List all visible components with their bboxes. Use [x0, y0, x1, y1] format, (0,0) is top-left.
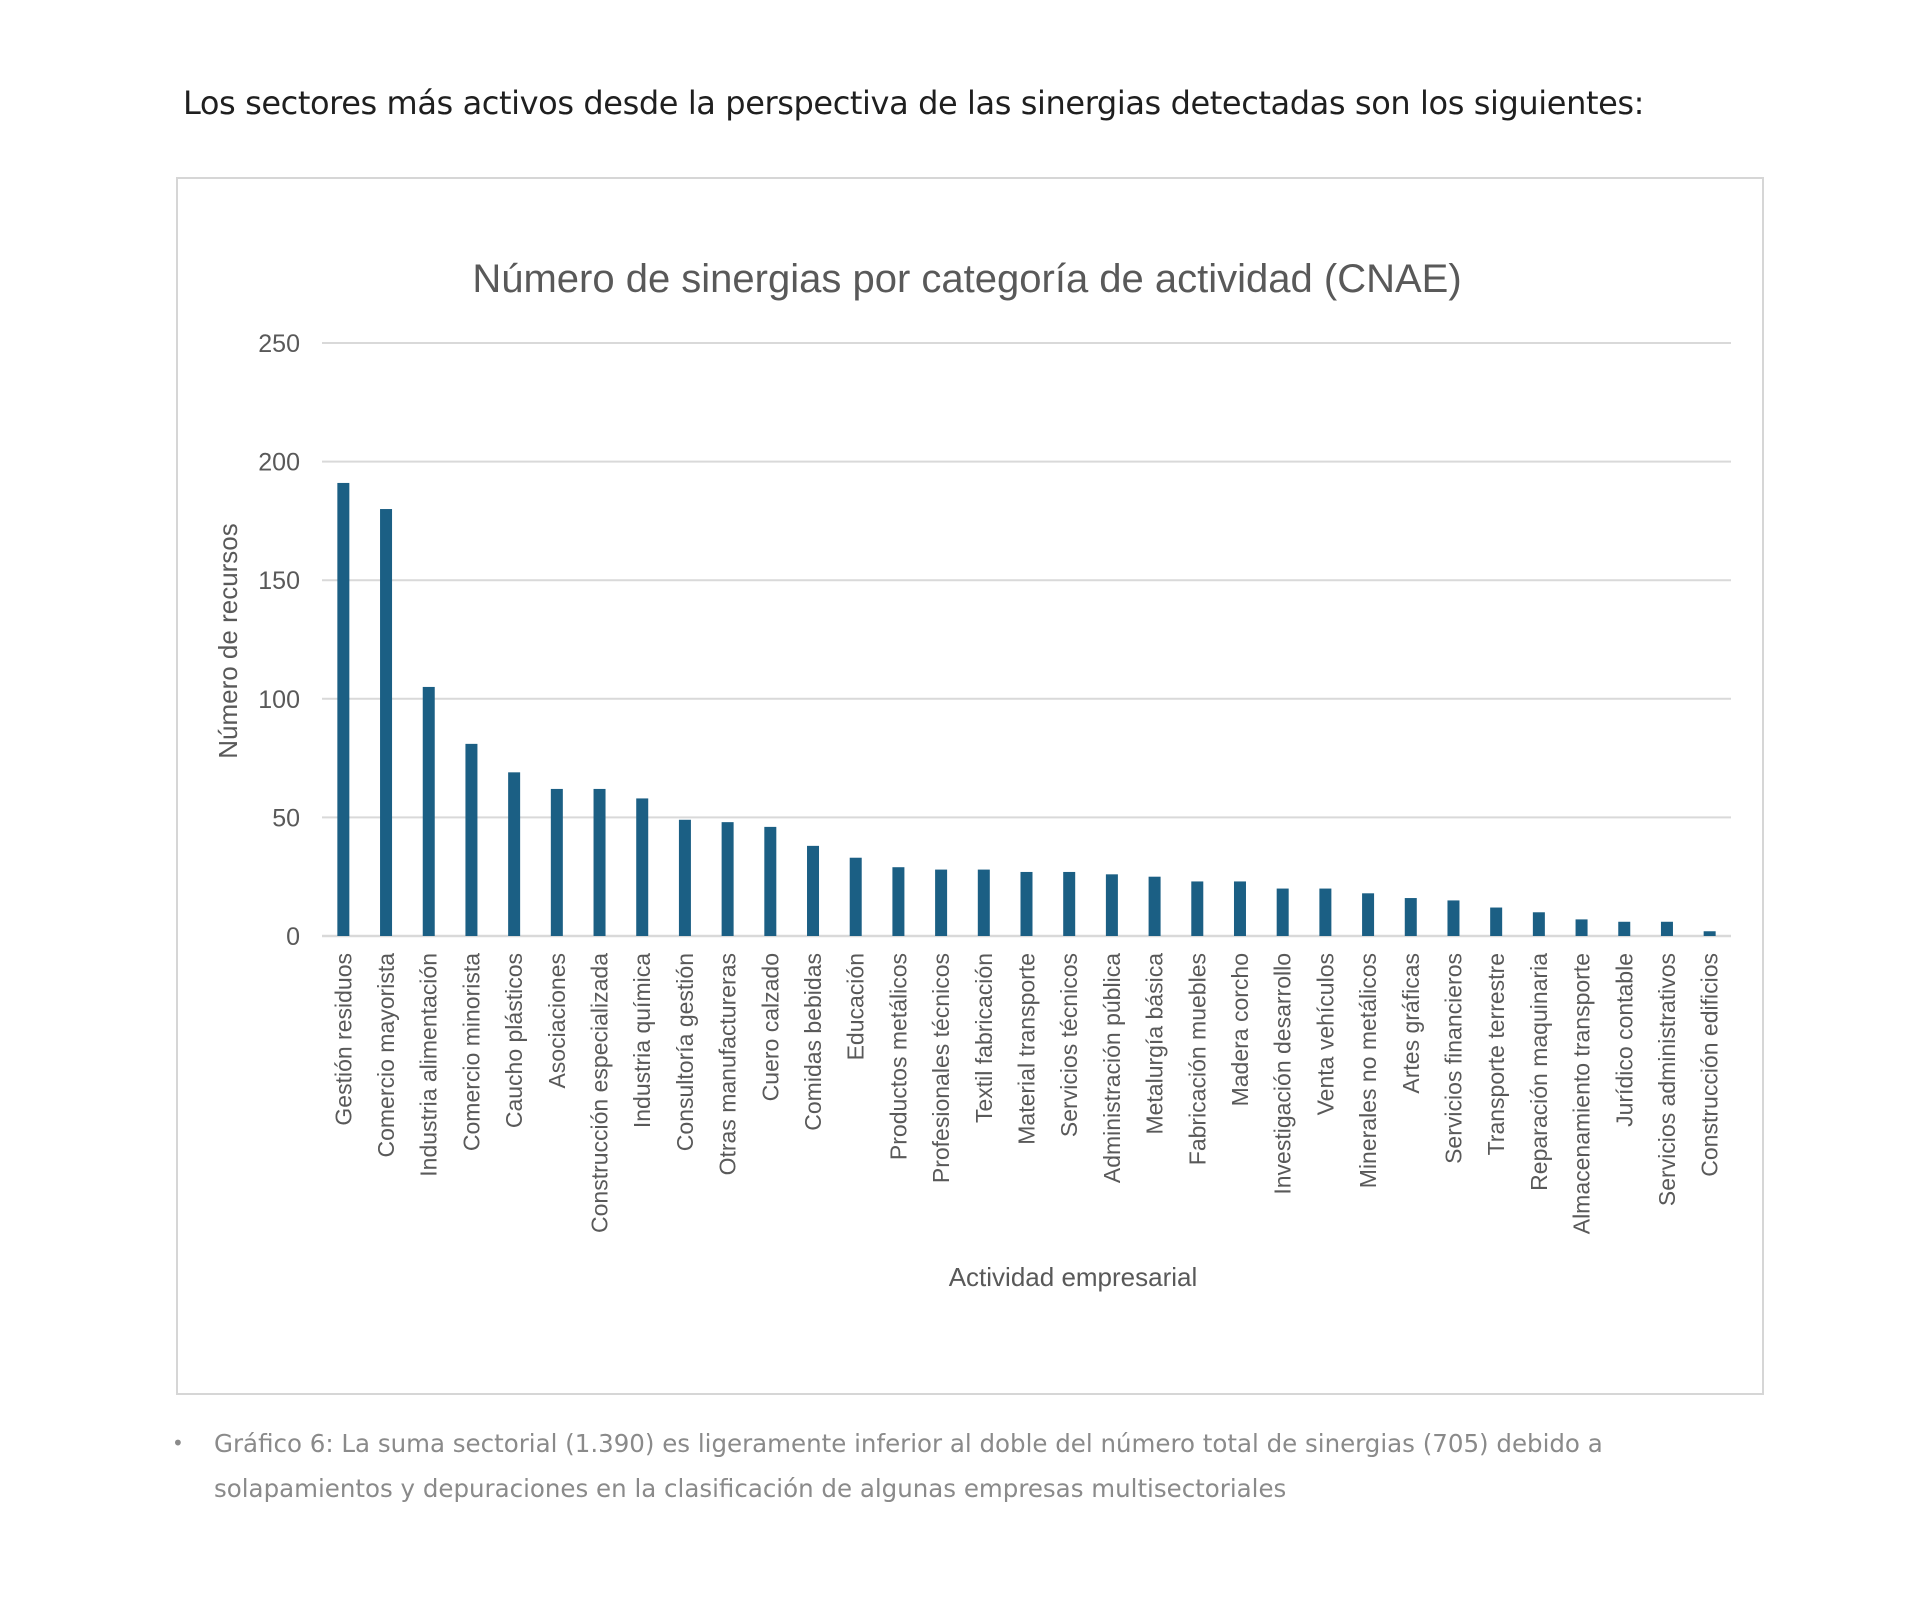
x-tick-label: Material transporte	[1014, 953, 1040, 1145]
bar	[465, 743, 478, 936]
chart-caption: • Gráfico 6: La suma sectorial (1.390) e…	[172, 1421, 1772, 1511]
bar	[807, 845, 820, 936]
x-tick-label: Textil fabricación	[971, 953, 997, 1123]
bar	[1703, 931, 1716, 936]
bar	[935, 869, 948, 936]
x-tick-label: Cuero calzado	[757, 953, 783, 1101]
x-tick-label: Venta vehículos	[1312, 953, 1338, 1115]
x-tick-label: Jurídico contable	[1611, 953, 1637, 1127]
bar	[1660, 921, 1673, 936]
x-tick-label: Productos metálicos	[885, 953, 911, 1160]
bar	[721, 822, 734, 936]
x-tick-label: Minerales no metálicos	[1355, 953, 1381, 1188]
bar	[764, 826, 777, 936]
bar	[977, 869, 990, 936]
bullet-marker: •	[172, 1431, 184, 1455]
x-tick-label: Transporte terrestre	[1483, 953, 1509, 1155]
y-axis-label: Número de recursos	[213, 523, 243, 759]
chart-title: Número de sinergias por categoría de act…	[472, 257, 1461, 301]
bar	[1362, 893, 1375, 936]
x-axis-label: Actividad empresarial	[949, 1262, 1198, 1292]
x-tick-label: Industria alimentación	[416, 953, 442, 1177]
x-tick-label: Comercio mayorista	[373, 953, 399, 1158]
x-tick-label: Comidas bebidas	[800, 953, 826, 1131]
bar	[1404, 898, 1417, 936]
bar	[1618, 921, 1631, 936]
y-tick-label: 50	[272, 804, 300, 832]
x-tick-label: Servicios financieros	[1440, 953, 1466, 1164]
y-tick-label: 150	[258, 567, 300, 595]
x-tick-label: Artes gráficas	[1398, 953, 1424, 1094]
x-tick-label: Almacenamiento transporte	[1569, 953, 1595, 1234]
x-tick-label: Asociaciones	[544, 953, 570, 1089]
x-tick-label: Consultoría gestión	[672, 953, 698, 1151]
x-tick-label: Caucho plásticos	[501, 953, 527, 1128]
bar	[1447, 900, 1460, 936]
bar	[1020, 871, 1033, 936]
bar	[1490, 907, 1503, 936]
bar	[1148, 876, 1161, 936]
x-tick-label: Fabricación muebles	[1184, 953, 1210, 1165]
bar	[1105, 874, 1118, 936]
x-axis-ticks: Gestión residuos Comercio mayorista Indust…	[330, 953, 1722, 1234]
bar	[678, 819, 691, 936]
bar	[1575, 919, 1588, 936]
bar	[337, 482, 350, 936]
y-tick-label: 100	[258, 686, 300, 714]
x-tick-label: Madera corcho	[1227, 953, 1253, 1106]
bar	[1063, 871, 1076, 936]
bar	[508, 772, 521, 936]
bar	[892, 867, 905, 936]
y-axis-ticks: 0 50 100 150 200 250	[258, 330, 300, 951]
bar	[636, 798, 649, 936]
x-tick-label: Gestión residuos	[330, 953, 356, 1126]
bar	[1276, 888, 1289, 936]
caption-text: Gráfico 6: La suma sectorial (1.390) es …	[214, 1429, 1603, 1503]
intro-paragraph: Los sectores más activos desde la perspe…	[183, 84, 1645, 122]
bar	[1319, 888, 1332, 936]
bar-chart: 0 50 100 150 200 250 Gestión residuos Comercio…	[213, 257, 1731, 1292]
y-tick-label: 200	[258, 449, 300, 477]
x-tick-label: Comercio minorista	[458, 953, 484, 1151]
bar	[550, 788, 563, 936]
x-tick-label: Servicios técnicos	[1056, 953, 1082, 1137]
bars	[337, 482, 1716, 936]
bar	[380, 509, 393, 936]
bar	[1532, 912, 1545, 936]
x-tick-label: Reparación maquinaria	[1526, 953, 1552, 1191]
x-tick-label: Profesionales técnicos	[928, 953, 954, 1183]
x-tick-label: Investigación desarrollo	[1270, 953, 1296, 1195]
x-tick-label: Construcción edificios	[1697, 953, 1723, 1177]
bar	[593, 788, 606, 936]
y-tick-label: 250	[258, 330, 300, 358]
bar	[849, 857, 862, 936]
x-tick-label: Metalurgía básica	[1142, 953, 1168, 1135]
x-tick-label: Administración pública	[1099, 953, 1125, 1183]
bar	[422, 686, 435, 936]
bar	[1233, 881, 1246, 936]
x-tick-label: Industria química	[629, 953, 655, 1128]
y-tick-label: 0	[286, 923, 300, 951]
chart-container: 0 50 100 150 200 250 Gestión residuos Comercio…	[176, 177, 1764, 1395]
x-tick-label: Otras manufactureras	[715, 953, 741, 1175]
x-tick-label: Servicios administrativos	[1654, 953, 1680, 1206]
x-tick-label: Educación	[843, 953, 869, 1060]
x-tick-label: Construcción especializada	[587, 953, 613, 1233]
gridlines	[322, 342, 1731, 938]
bar	[1191, 881, 1204, 936]
